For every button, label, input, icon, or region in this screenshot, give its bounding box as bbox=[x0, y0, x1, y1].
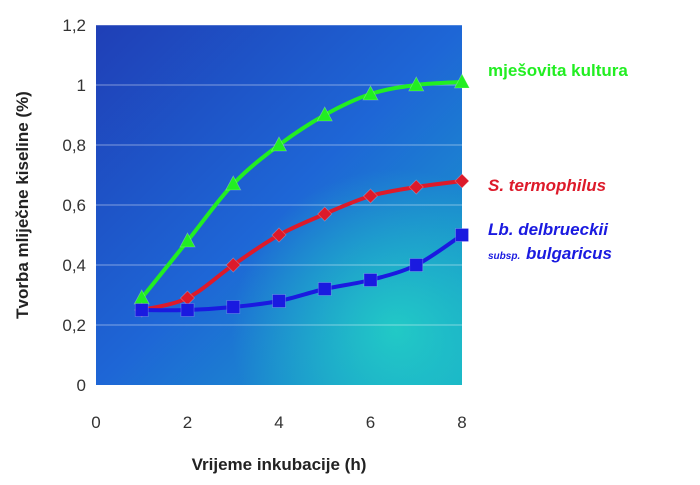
x-tick-label: 8 bbox=[457, 413, 466, 432]
point-marker-square bbox=[226, 300, 241, 314]
series-mixed bbox=[133, 73, 471, 305]
x-tick-label: 4 bbox=[274, 413, 283, 432]
label-lb-delbrueckii: Lb. delbrueckii bbox=[488, 220, 609, 239]
y-axis-ticks: 0 0,2 0,4 0,6 0,8 1 1,2 bbox=[62, 16, 86, 395]
label-mixed-culture: mješovita kultura bbox=[488, 61, 628, 80]
y-tick-label: 0,8 bbox=[62, 136, 86, 155]
point-marker-triangle bbox=[453, 73, 471, 89]
point-marker-diamond bbox=[408, 179, 424, 195]
point-marker-square bbox=[363, 273, 378, 287]
y-tick-label: 0,2 bbox=[62, 316, 86, 335]
plot-background-glow bbox=[96, 25, 462, 385]
point-marker-triangle bbox=[408, 76, 425, 92]
point-marker-square bbox=[409, 258, 424, 272]
y-tick-label: 1,2 bbox=[62, 16, 86, 35]
series-layer bbox=[133, 73, 471, 318]
point-marker-triangle bbox=[362, 85, 379, 101]
x-tick-label: 2 bbox=[183, 413, 192, 432]
point-marker-diamond bbox=[271, 227, 287, 243]
y-axis-title: Tvorba mliječne kiseline (%) bbox=[13, 91, 32, 319]
x-tick-label: 6 bbox=[366, 413, 375, 432]
point-marker-square bbox=[317, 282, 332, 296]
point-marker-triangle bbox=[270, 136, 288, 152]
point-marker-diamond bbox=[362, 188, 379, 204]
plot-area bbox=[96, 24, 462, 385]
point-marker-square bbox=[180, 303, 195, 317]
x-axis-title: Vrijeme inkubacije (h) bbox=[192, 455, 367, 474]
label-lb-subsp-prefix: subsp. bbox=[488, 251, 520, 262]
y-tick-label: 0,6 bbox=[62, 196, 86, 215]
label-lb-bulgaricus: bulgaricus bbox=[526, 244, 612, 263]
point-marker-diamond bbox=[317, 206, 333, 222]
x-axis-ticks: 0 2 4 6 8 bbox=[91, 413, 466, 432]
x-tick-label: 0 bbox=[91, 413, 100, 432]
series-labels: mješovita kultura S. termophilus Lb. del… bbox=[488, 61, 628, 263]
series-lb bbox=[134, 228, 469, 317]
point-marker-triangle bbox=[179, 232, 196, 248]
y-tick-label: 0,4 bbox=[62, 256, 86, 275]
point-marker-square bbox=[455, 228, 469, 242]
point-marker-diamond bbox=[454, 173, 470, 189]
point-marker-triangle bbox=[316, 106, 333, 122]
y-tick-label: 0 bbox=[77, 376, 86, 395]
label-s-termophilus: S. termophilus bbox=[488, 176, 606, 195]
point-marker-triangle bbox=[225, 175, 242, 191]
point-marker-square bbox=[134, 303, 149, 317]
point-marker-square bbox=[272, 294, 286, 308]
grid-lines bbox=[96, 24, 462, 326]
y-tick-label: 1 bbox=[77, 76, 86, 95]
point-marker-diamond bbox=[225, 257, 241, 273]
